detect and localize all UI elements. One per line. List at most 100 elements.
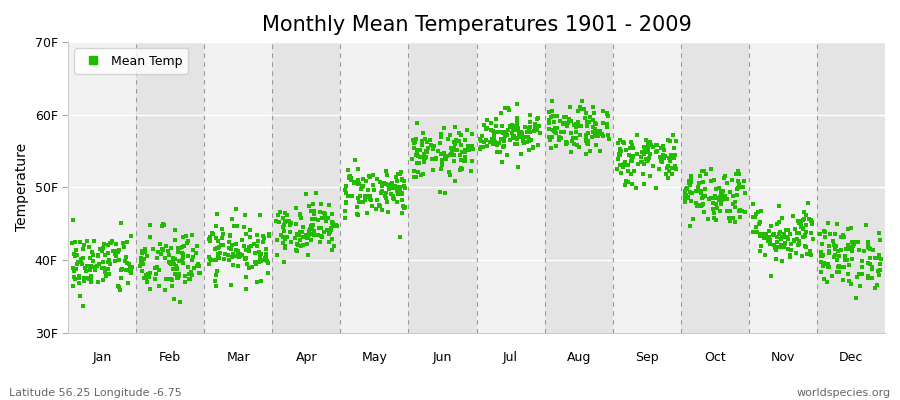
Point: [122, 260, 136, 267]
Point: [777, 230, 791, 237]
Point: [625, 158, 639, 164]
Point: [146, 246, 160, 252]
Point: [599, 123, 614, 129]
Point: [487, 132, 501, 139]
Point: [190, 243, 204, 250]
Point: [315, 215, 329, 221]
Point: [706, 206, 720, 212]
Point: [275, 234, 290, 240]
Point: [774, 236, 788, 242]
Point: [300, 241, 314, 247]
Point: [322, 239, 337, 245]
Point: [395, 190, 410, 196]
Point: [644, 151, 658, 158]
Point: [546, 113, 561, 119]
Point: [113, 220, 128, 226]
Point: [641, 141, 655, 147]
Point: [826, 238, 841, 244]
Point: [625, 142, 639, 148]
Point: [610, 166, 625, 172]
Point: [780, 234, 795, 240]
Point: [738, 190, 752, 196]
Point: [171, 275, 185, 282]
Point: [846, 242, 860, 248]
Point: [230, 223, 244, 230]
Point: [104, 261, 118, 268]
Point: [339, 200, 354, 207]
Point: [209, 272, 223, 278]
Point: [230, 247, 244, 253]
Point: [141, 271, 156, 278]
Point: [775, 215, 789, 222]
Point: [833, 246, 848, 253]
Point: [873, 266, 887, 273]
Point: [352, 199, 366, 205]
Point: [581, 140, 596, 147]
Point: [691, 180, 706, 186]
Point: [350, 204, 365, 210]
Point: [352, 180, 366, 187]
Point: [259, 252, 274, 258]
Point: [644, 142, 658, 148]
Point: [312, 225, 327, 231]
Point: [275, 214, 290, 221]
Point: [613, 146, 627, 152]
Point: [796, 209, 811, 215]
Bar: [544, 42, 613, 333]
Point: [121, 280, 135, 286]
Point: [560, 122, 574, 129]
Point: [254, 251, 268, 258]
Point: [67, 273, 81, 280]
Point: [104, 240, 118, 247]
Point: [98, 268, 112, 275]
Point: [302, 251, 316, 258]
Point: [445, 146, 459, 152]
Point: [646, 144, 661, 151]
Point: [206, 231, 220, 237]
Point: [410, 160, 424, 166]
Point: [458, 153, 473, 160]
Point: [76, 255, 90, 262]
Point: [498, 133, 512, 140]
Point: [439, 156, 454, 162]
Point: [662, 156, 677, 162]
Point: [443, 132, 457, 138]
Point: [290, 231, 304, 238]
Point: [418, 155, 432, 161]
Point: [634, 159, 649, 166]
Point: [303, 226, 318, 232]
Point: [861, 239, 876, 245]
Point: [487, 134, 501, 140]
Point: [202, 254, 216, 260]
Point: [629, 185, 643, 191]
Point: [296, 242, 310, 248]
Point: [637, 148, 652, 154]
Point: [830, 221, 844, 227]
Point: [465, 146, 480, 152]
Point: [643, 172, 657, 179]
Point: [68, 276, 83, 282]
Bar: [749, 42, 817, 333]
Point: [753, 242, 768, 249]
Text: Jul: Jul: [503, 351, 518, 364]
Point: [703, 166, 717, 172]
Point: [161, 252, 176, 258]
Point: [599, 110, 614, 116]
Point: [490, 141, 504, 148]
Point: [68, 238, 82, 245]
Point: [838, 256, 852, 263]
Point: [183, 275, 197, 282]
Point: [666, 132, 680, 138]
Point: [588, 126, 602, 132]
Point: [653, 145, 668, 152]
Point: [261, 260, 275, 266]
Point: [763, 237, 778, 243]
Point: [117, 258, 131, 264]
Point: [208, 278, 222, 284]
Point: [94, 248, 109, 254]
Point: [489, 123, 503, 129]
Point: [120, 260, 134, 266]
Point: [123, 266, 138, 273]
Point: [457, 158, 472, 164]
Point: [847, 238, 861, 245]
